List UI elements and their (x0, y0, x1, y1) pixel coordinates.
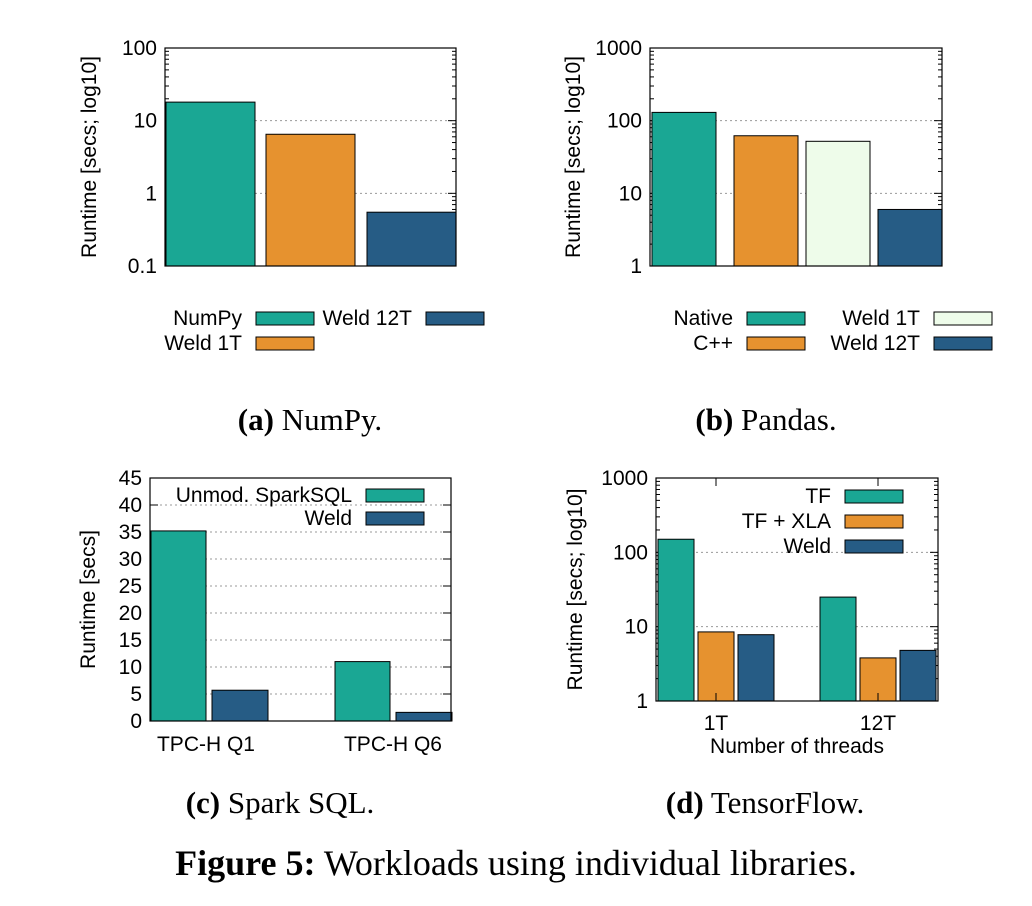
y-tick-label: 100 (607, 110, 642, 133)
legend-swatch (746, 311, 806, 326)
plot-frame (149, 477, 452, 722)
y-tick-label: 1000 (601, 467, 648, 490)
bar (165, 101, 256, 267)
y-tick-label: 0 (130, 710, 142, 733)
legend-label: Unmod. SparkSQL (176, 484, 352, 507)
numpy-caption: (a) NumPy. (140, 402, 480, 438)
legend-swatch (425, 311, 485, 326)
legend-swatch (365, 488, 425, 503)
y-tick-label: 100 (613, 541, 648, 564)
legend-label: Weld 1T (164, 332, 242, 355)
legend-label: Weld 12T (831, 332, 921, 355)
legend-swatch (844, 539, 904, 554)
bar (697, 631, 735, 702)
legend-label: C++ (693, 332, 733, 355)
caption-label: (a) (237, 402, 274, 437)
caption-text: Spark SQL. (227, 785, 375, 820)
bar (899, 649, 937, 702)
y-tick-label: 25 (119, 575, 142, 598)
y-tick-label: 10 (619, 182, 642, 205)
x-tick-label: 1T (704, 712, 729, 735)
y-tick-label: 100 (122, 37, 157, 60)
plot-frame (649, 47, 943, 267)
y-tick-label: 5 (130, 683, 142, 706)
legend-label: Weld (784, 535, 831, 558)
figure-caption-label: Figure 5: (175, 843, 316, 883)
bar (366, 211, 457, 267)
y-axis-label: Runtime [secs; log10] (564, 489, 587, 691)
bar (651, 111, 717, 267)
pandas-chart: 1 10 100 1000 Runtime [secs; log10] NativeC++… (562, 37, 993, 355)
caption-text: NumPy. (281, 402, 383, 437)
bar (211, 689, 269, 722)
y-tick-label: 40 (119, 494, 142, 517)
caption-text: Pandas. (741, 402, 837, 437)
y-axis-label: Runtime [secs; log10] (562, 56, 585, 258)
legend-label: Weld 12T (323, 307, 413, 330)
legend-label: Weld 1T (842, 307, 920, 330)
tensorflow-caption: (d) TensorFlow. (595, 785, 935, 821)
legend-swatch (746, 336, 806, 351)
y-tick-label: 1 (145, 182, 157, 205)
bar (334, 661, 391, 722)
legend-swatch (933, 311, 993, 326)
bar (733, 135, 799, 267)
y-tick-label: 1 (636, 690, 648, 713)
caption-label: (b) (695, 402, 734, 437)
y-tick-label: 30 (119, 548, 142, 571)
y-tick-label: 45 (119, 467, 142, 490)
bar (265, 133, 356, 267)
tensorflow-chart: 1 10 100 1000 Runtime [secs; log10] 1T 12TNumb… (564, 467, 939, 758)
y-tick-label: 20 (119, 602, 142, 625)
legend-label: TF + XLA (742, 510, 831, 533)
legend-swatch (365, 511, 425, 526)
bar (877, 208, 943, 267)
bar (805, 140, 871, 267)
y-tick-label: 0.1 (128, 255, 157, 278)
bar (395, 711, 453, 722)
caption-label: (d) (665, 785, 704, 820)
y-tick-label: 10 (625, 616, 648, 639)
figure-caption-text: Workloads using individual libraries. (323, 843, 857, 883)
legend-swatch (255, 336, 315, 351)
legend-label: NumPy (173, 307, 242, 330)
sparksql-caption: (c) Spark SQL. (110, 785, 450, 821)
caption-text: TensorFlow. (710, 785, 865, 820)
y-tick-label: 10 (119, 656, 142, 679)
plot-frame (164, 47, 457, 267)
figure-caption: Figure 5: Workloads using individual lib… (0, 842, 1032, 884)
y-axis-label: Runtime [secs; log10] (78, 56, 101, 258)
legend-swatch (933, 336, 993, 351)
x-tick-label: 12T (860, 712, 896, 735)
bar (657, 538, 695, 702)
pandas-caption: (b) Pandas. (596, 402, 936, 438)
legend-swatch (844, 514, 904, 529)
bar (819, 596, 857, 702)
y-tick-label: 10 (134, 110, 157, 133)
y-axis-label: Runtime [secs] (77, 530, 100, 669)
legend-swatch (844, 489, 904, 504)
x-tick-label: TPC-H Q6 (344, 733, 442, 756)
y-tick-label: 35 (119, 521, 142, 544)
bar (150, 530, 207, 722)
plot-frame (655, 477, 939, 702)
legend-label: TF (805, 485, 831, 508)
legend-label: Native (673, 307, 733, 330)
sparksql-chart: 0 5 10 15 20 25 30 35 40 45 Runtime [secs] TPC-H Q1… (77, 467, 453, 756)
y-tick-label: 15 (119, 629, 142, 652)
y-tick-label: 1 (630, 255, 642, 278)
x-axis-label: Number of threads (710, 735, 884, 758)
caption-label: (c) (185, 785, 221, 820)
y-tick-label: 1000 (595, 37, 642, 60)
legend-swatch (255, 311, 315, 326)
bar (737, 634, 775, 702)
legend-label: Weld (305, 507, 352, 530)
x-tick-label: TPC-H Q1 (157, 733, 255, 756)
